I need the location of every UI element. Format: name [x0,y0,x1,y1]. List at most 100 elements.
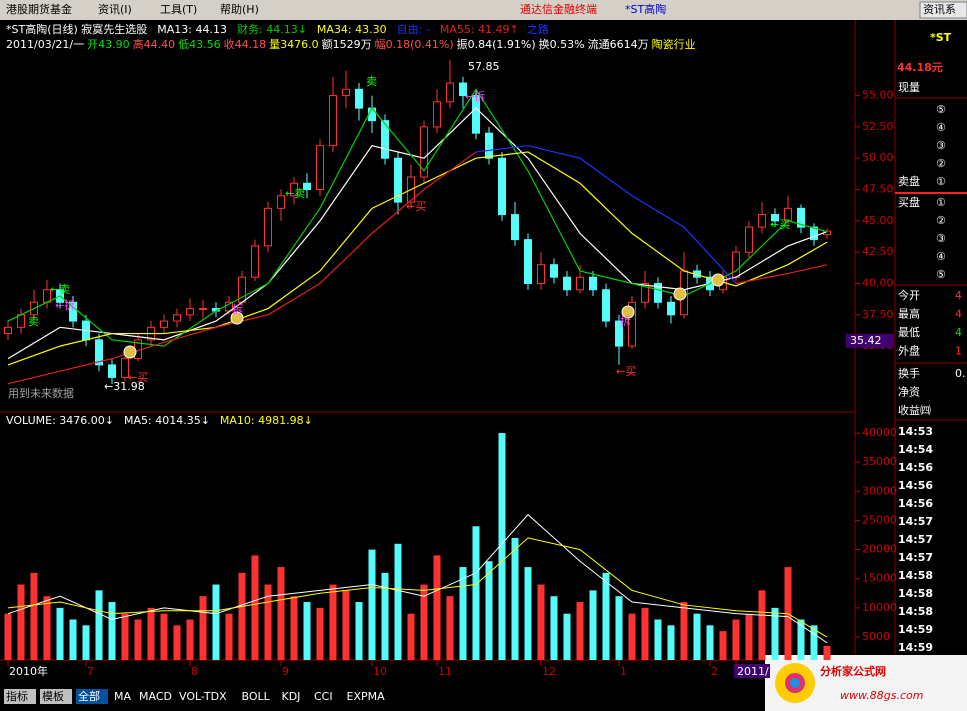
x-tick-label: 8 [191,665,198,678]
candle-body [485,132,493,159]
signal-icon [673,287,687,301]
volume-title: VOLUME: 3476.00↓ [6,414,114,427]
menu-button[interactable] [919,1,967,19]
annotation: ←买 [406,200,426,213]
tab[interactable]: CCI [314,690,333,703]
candle-body [108,364,116,378]
candle-body [186,308,194,316]
trade-time: 14:57 [898,533,933,546]
trade-time: 14:53 [898,425,933,438]
tab[interactable]: MA [114,690,131,703]
y-tick-label: 55.00 [862,89,894,102]
x-tick-label: 11 [438,665,452,678]
trade-time: 14:58 [898,569,933,582]
y-tick-label: 52.50 [862,120,894,133]
volume-bar [524,567,532,660]
volume-bar [290,596,298,660]
candle-body [394,157,402,203]
stat-label: 今开 [898,288,920,302]
volume-bar [134,619,142,660]
cursor-price-label: 35.42 [850,334,882,347]
info-item: 开43.90 [87,38,130,51]
volume-bar [680,602,688,660]
menu-button-label[interactable]: 资讯系 [923,3,956,16]
y-tick-label: 10000 [862,601,897,614]
x-tick-label: 7 [87,665,94,678]
y-tick-label: 30000 [862,484,897,497]
y-tick-label: 40.00 [862,276,894,289]
trade-time: 14:56 [898,497,933,510]
annotation: 卖 [366,75,377,88]
candle-body [602,289,610,322]
volume-bar [537,584,545,660]
candle-body [641,282,649,303]
candle-body [433,101,441,128]
order-level: ④ [936,121,946,134]
candle-body [121,358,129,378]
candle-body [355,88,363,109]
volume-bar [56,607,64,660]
candle-body [524,239,532,284]
tab[interactable]: EXPMA [347,690,386,703]
volume-bar [108,602,116,660]
tab[interactable]: 模板 [42,689,64,703]
stock-title: *ST高陶 [625,2,666,16]
volume-bar [472,526,480,660]
candle-body [251,245,259,278]
annotation: ←拆 [465,89,485,103]
menu-item[interactable]: 工具(T) [160,3,197,16]
menu-item[interactable]: 帮助(H) [220,2,259,16]
volume-bar [550,596,558,660]
volume-bar [381,572,389,660]
ma-line [7,151,828,366]
quote-price: 44.18元 [897,61,943,74]
tab[interactable]: MACD [139,690,172,703]
date-highlight [734,664,770,678]
order-level: ② [936,214,946,227]
tab-button[interactable] [40,689,72,704]
trade-time: 14:57 [898,551,933,564]
legend-entry: MA5: 4014.35↓ [124,414,210,427]
chart-title: *ST高陶(日线) 寂寞先生选股 [6,22,147,36]
candle-body [550,264,558,278]
tab-button[interactable] [76,689,108,704]
quote-label: 卖盘 [898,174,920,188]
tab-button[interactable] [4,689,36,704]
stat-label: 换手 [898,366,920,380]
tab[interactable]: 全部 [78,689,100,703]
tab[interactable]: 指标 [6,689,28,703]
volume-bar [810,625,818,660]
volume-bar [186,619,194,660]
y-tick-label: 42.50 [862,245,894,258]
volume-bar [355,602,363,660]
tab[interactable]: KDJ [282,690,301,703]
volume-bar [771,607,779,660]
quote-code: *ST [930,31,952,44]
app-title: 通达信金融终端 [520,2,597,16]
candle-body [667,301,675,316]
cursor-price-box [846,333,894,348]
signal-icon [711,273,725,287]
volume-header: VOLUME: 3476.00↓ MA5: 4014.35↓ MA10: 4981.… [6,414,313,427]
tab[interactable]: VOL-TDX [179,690,227,703]
candle-body [576,276,584,291]
volume-bar [173,625,181,660]
candle-body [69,301,77,322]
volume-bar [693,613,701,660]
menu-item[interactable]: 港股期货基金 [6,2,72,16]
annotation: 拆 [620,314,631,328]
candle-body [589,276,597,291]
candle-body [745,226,753,253]
quote-label: 现量 [898,81,920,94]
annotation: 卖 [28,315,39,328]
tab[interactable]: BOLL [242,690,271,703]
candle-body [628,301,636,347]
menu-item[interactable]: 资讯(I) [98,3,132,16]
volume-bar [641,607,649,660]
candle-body [95,339,103,366]
y-tick-label: 15000 [862,572,897,585]
volume-bar [797,619,805,660]
candle-body [303,182,311,191]
